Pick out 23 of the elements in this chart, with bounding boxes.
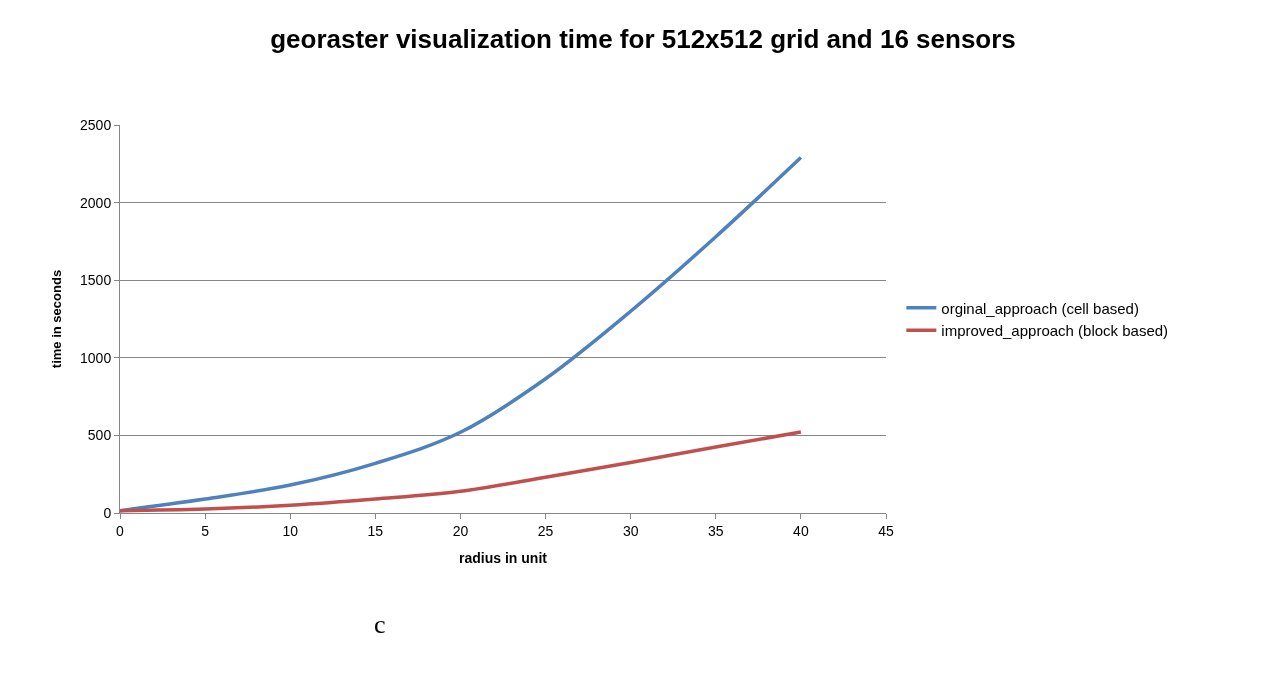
y-tick-label: 500 [87,427,112,444]
y-tick-label: 1000 [80,349,112,366]
x-tick-label: 20 [452,522,469,539]
x-tick-label: 30 [622,522,639,539]
y-tick-label: 0 [103,504,112,521]
x-tick-label: 5 [201,522,210,539]
x-tick-label: 25 [537,522,554,539]
legend-label: improved_approach (block based) [941,322,1169,340]
y-tick-label: 2000 [80,194,112,211]
x-tick-label: 40 [793,522,809,539]
x-axis-title: radius in unit [459,550,548,567]
text: c [374,610,386,639]
x-tick-label: 45 [878,522,894,539]
y-axis-title: time in seconds [48,269,64,369]
x-tick-label: 35 [707,522,724,539]
line-series [120,430,803,513]
legend-label: orginal_approach (cell based) [941,299,1139,317]
x-tick-label: 0 [116,522,125,539]
y-tick-label: 2500 [80,116,112,133]
y-tick-label: 1500 [80,272,112,289]
x-tick-label: 15 [367,522,384,539]
x-tick-label: 10 [282,522,299,539]
chart-title: georaster visualization time for 512x512 grid and 16 sensors [270,24,1016,55]
